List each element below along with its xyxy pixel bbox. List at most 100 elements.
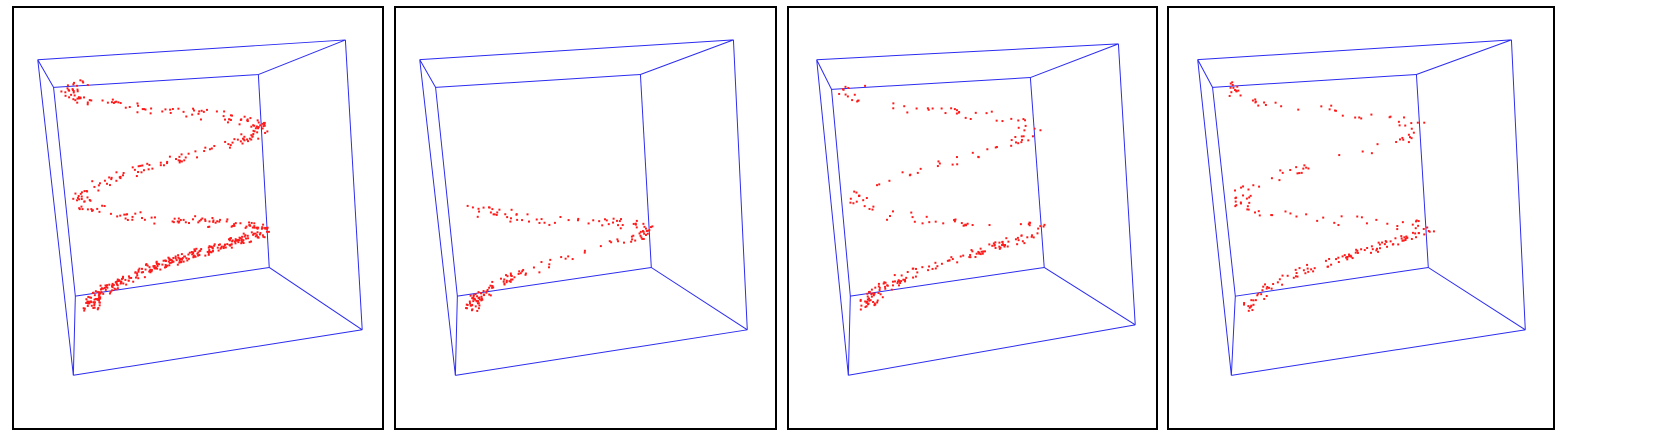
data-point [612, 221, 614, 224]
data-point [971, 151, 974, 154]
data-point [93, 304, 96, 307]
data-point [1245, 197, 1248, 200]
data-point [640, 236, 643, 239]
data-point [74, 192, 77, 195]
data-point [610, 241, 613, 244]
data-point [150, 270, 153, 273]
data-point [231, 239, 234, 242]
data-point [148, 269, 151, 272]
data-point [251, 135, 254, 138]
data-point [227, 143, 230, 146]
data-point [217, 243, 220, 246]
data-point [511, 278, 514, 281]
data-point [266, 130, 269, 133]
data-point [192, 256, 195, 259]
data-point [477, 300, 480, 303]
box-depth-edge [454, 296, 458, 376]
data-point [171, 220, 174, 223]
data-point [1316, 219, 1319, 222]
data-point [248, 223, 251, 226]
data-point [995, 145, 998, 148]
data-point [139, 164, 142, 167]
data-point [176, 220, 179, 223]
data-point [88, 99, 91, 102]
data-point [874, 286, 877, 289]
data-point [179, 258, 182, 261]
data-point [1264, 283, 1266, 286]
data-point [950, 107, 953, 110]
data-point [604, 218, 606, 221]
data-point [1341, 255, 1344, 258]
data-point [865, 301, 868, 304]
data-point [156, 262, 159, 265]
data-point [1370, 251, 1372, 254]
data-point [136, 272, 139, 275]
data-point [141, 164, 144, 167]
data-point [940, 262, 943, 265]
box-depth-edge [847, 296, 851, 376]
data-point [1235, 89, 1238, 92]
data-point [951, 258, 954, 261]
data-point [206, 250, 209, 253]
data-point [1333, 221, 1336, 224]
data-point [853, 93, 856, 96]
data-point [942, 222, 945, 225]
data-point [521, 270, 524, 273]
data-point [1306, 267, 1309, 270]
data-point [266, 227, 269, 230]
data-point [155, 261, 158, 264]
data-point [521, 219, 524, 222]
data-point [844, 93, 847, 96]
data-point [639, 234, 642, 237]
data-point [906, 271, 909, 274]
data-point [119, 214, 122, 217]
data-point [124, 278, 127, 281]
data-point [135, 175, 138, 178]
data-point [476, 215, 479, 218]
data-point [969, 117, 972, 120]
data-point [1294, 268, 1297, 271]
data-point [131, 166, 134, 169]
data-point [896, 282, 899, 285]
data-point [969, 254, 972, 256]
data-point [1358, 116, 1361, 119]
data-point [1017, 119, 1020, 122]
data-point [877, 285, 880, 288]
data-point [979, 253, 982, 256]
data-point [998, 247, 1001, 250]
data-point [244, 234, 247, 237]
data-point [1427, 229, 1430, 232]
data-point [518, 270, 521, 273]
data-point [243, 235, 246, 238]
data-point [983, 250, 986, 253]
data-point [934, 261, 937, 264]
data-point [102, 292, 105, 295]
data-point [178, 155, 181, 158]
data-point [960, 222, 963, 225]
data-point [1298, 267, 1301, 270]
data-point [508, 280, 511, 283]
data-point [1345, 256, 1348, 259]
data-point [1001, 240, 1004, 243]
data-point [149, 112, 152, 115]
data-point [646, 232, 649, 235]
data-point [1409, 136, 1411, 139]
data-point [1010, 117, 1013, 120]
data-point [103, 205, 106, 208]
data-point [174, 255, 177, 258]
data-point [598, 220, 601, 223]
data-point [191, 253, 194, 256]
data-point [1023, 242, 1026, 245]
data-point [893, 274, 896, 277]
data-point [257, 226, 260, 229]
data-point [226, 218, 229, 221]
data-point [119, 177, 122, 180]
data-point [838, 92, 841, 95]
data-point [93, 294, 96, 297]
data-point [93, 185, 96, 188]
data-point [218, 243, 221, 246]
data-point [1248, 306, 1251, 309]
data-point [1298, 172, 1301, 175]
data-point [252, 133, 255, 136]
data-point [472, 294, 475, 297]
